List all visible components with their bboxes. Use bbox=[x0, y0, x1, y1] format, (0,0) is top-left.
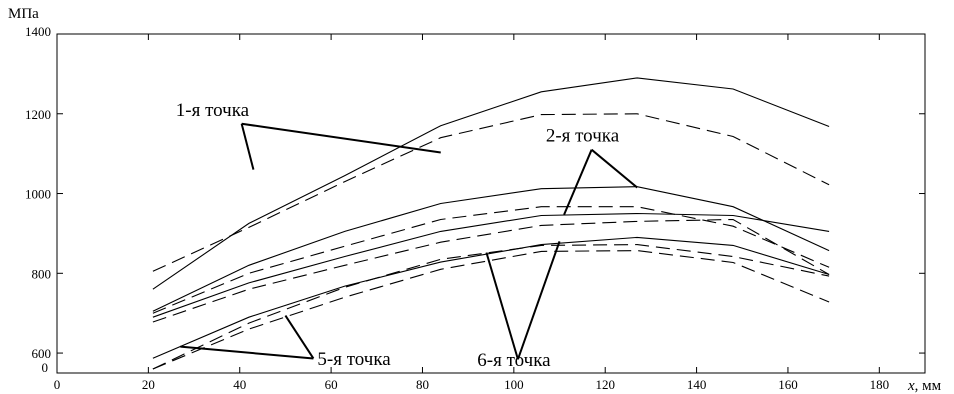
x-tick-label: 100 bbox=[504, 377, 524, 392]
x-axis-variable: x bbox=[907, 378, 915, 394]
y-tick-label: 600 bbox=[32, 346, 52, 361]
annotation-label-2: 2-я точка bbox=[546, 126, 620, 147]
x-tick-label: 120 bbox=[595, 377, 615, 392]
x-tick-label: 80 bbox=[416, 377, 429, 392]
x-tick-label: 40 bbox=[233, 377, 246, 392]
annotation-label-1: 1-я точка bbox=[176, 100, 250, 121]
x-tick-label: 160 bbox=[778, 377, 798, 392]
axis-ticks: 0 20 40 60 80 100 120 140 160 180 600 800 1000 1200 14… bbox=[25, 24, 925, 392]
x-tick-label: 60 bbox=[325, 377, 338, 392]
x-axis-unit: , мм bbox=[915, 378, 942, 394]
x-tick-label: 180 bbox=[870, 377, 890, 392]
annotation-pointer-2-2 bbox=[563, 149, 593, 216]
annotation-pointer-4-1 bbox=[485, 252, 519, 360]
y-tick-label: 1000 bbox=[25, 187, 51, 202]
y-tick-label: 800 bbox=[32, 266, 52, 281]
y-tick-label: 1400 bbox=[25, 24, 51, 39]
annotation-pointer-2-1 bbox=[590, 148, 638, 189]
annotation-pointer-4-2 bbox=[516, 241, 561, 360]
series-line-3 bbox=[152, 186, 830, 312]
x-tick-label: 20 bbox=[142, 377, 155, 392]
series-lines bbox=[152, 77, 830, 370]
y-tick-label-zero: 0 bbox=[42, 360, 49, 375]
series-line-7 bbox=[152, 236, 830, 359]
plot-frame bbox=[56, 33, 926, 374]
annotation-pointer-3-2 bbox=[284, 315, 315, 360]
series-line-6 bbox=[152, 218, 830, 323]
series-line-2 bbox=[152, 113, 830, 272]
plot-border bbox=[56, 33, 926, 374]
annotation-label-4: 6-я точка bbox=[477, 350, 551, 371]
annotation-pointer-3-1 bbox=[180, 345, 314, 360]
annotation-pointer-1-2 bbox=[241, 122, 441, 154]
x-tick-label: 0 bbox=[54, 377, 61, 392]
series-line-4 bbox=[152, 206, 830, 314]
series-line-1 bbox=[152, 77, 830, 290]
y-tick-label: 1200 bbox=[25, 107, 51, 122]
annotations: 1-я точка 2-я точка 5-я точка 6-я точка bbox=[176, 100, 638, 371]
y-axis-label: МПа bbox=[8, 6, 39, 22]
x-tick-label: 140 bbox=[687, 377, 707, 392]
x-axis-label: x, мм bbox=[907, 378, 942, 394]
series-line-8 bbox=[152, 244, 830, 370]
annotation-pointer-1-1 bbox=[240, 123, 255, 170]
series-line-5 bbox=[152, 212, 830, 318]
annotation-label-3: 5-я точка bbox=[317, 349, 391, 370]
